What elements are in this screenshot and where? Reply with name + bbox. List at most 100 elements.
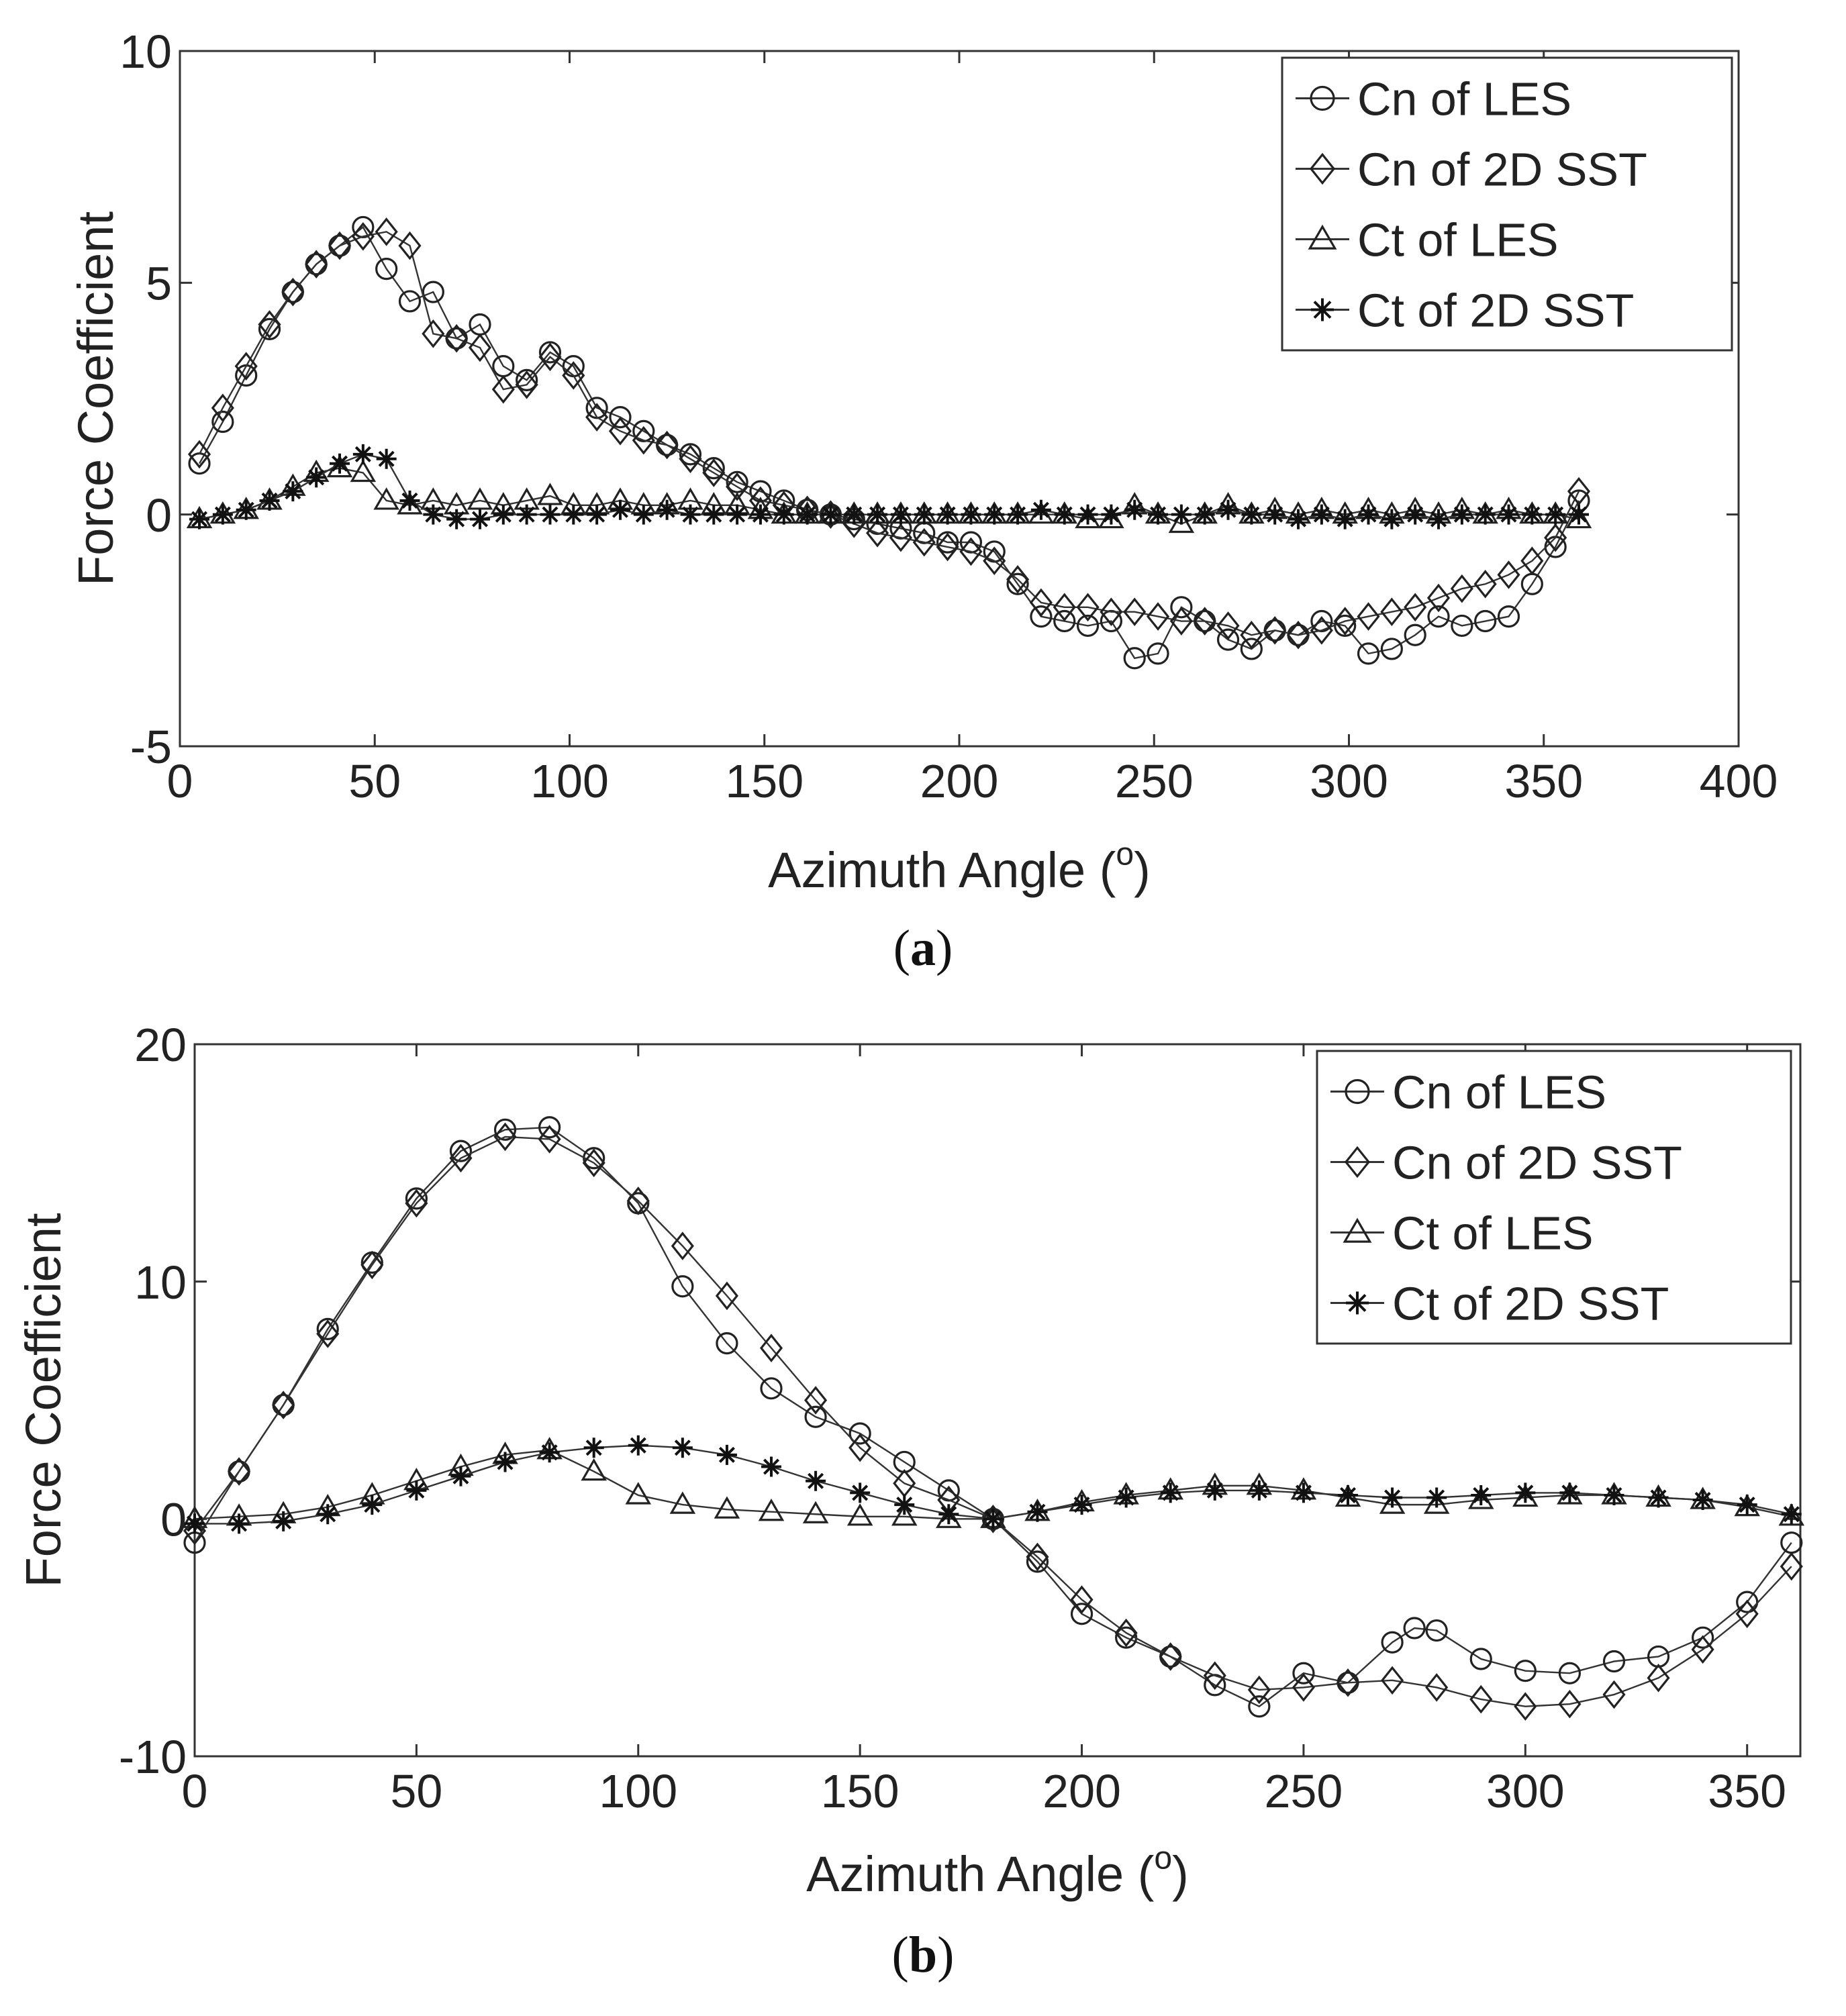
chart-b-data-point (760, 1377, 783, 1400)
chart-a-data-point (703, 504, 724, 525)
chart-panel-b: 0 50 100 150 200 250 300 350 -10 0 10 20 Azimuth Ang… (0, 993, 1846, 2016)
chart-b-data-point (983, 1509, 1004, 1529)
chart-b-data-point (1070, 1603, 1094, 1625)
chart-a-data-point (1545, 504, 1566, 525)
chart-b-data-point (582, 1148, 605, 1178)
chart-a-data-point (540, 504, 561, 525)
chart-a-data-point (1405, 504, 1426, 525)
chart-a-data-point (1147, 602, 1170, 631)
chart-a-data-point (726, 472, 749, 501)
caption-b: (b) (891, 1927, 955, 1983)
chart-a-data-point (281, 277, 305, 307)
chart-a-data-point (936, 531, 959, 554)
chart-a-x-tick-label: 400 (1700, 755, 1778, 807)
chart-a-data-point (1522, 504, 1543, 525)
chart-b-data-point (1403, 1617, 1426, 1640)
chart-a-data-point (1216, 611, 1240, 640)
chart-a-data-point (1288, 509, 1309, 530)
chart-a-data-point (1475, 504, 1496, 525)
chart-b-y-tick-label: -10 (119, 1731, 187, 1783)
chart-a-y-tick-label: -5 (130, 721, 172, 773)
chart-a-data-point (608, 417, 632, 446)
chart-b-data-point (318, 1504, 338, 1525)
chart-b-data-point (1559, 1482, 1580, 1503)
chart-b-series-3 (185, 1435, 1802, 1534)
chart-b-series-line (193, 1126, 1792, 1708)
chart-b-data-point (1602, 1650, 1626, 1673)
chart-a-data-point (259, 490, 280, 511)
chart-b-data-point (1070, 1585, 1094, 1614)
chart-a-data-point (1123, 647, 1146, 670)
chart-a-data-point (538, 341, 562, 364)
chart-a-data-point (1565, 505, 1592, 529)
chart-b-data-point (1249, 1480, 1269, 1501)
chart-a-data-point (469, 509, 490, 530)
chart-a-data-point (236, 499, 256, 520)
chart-a-data-point (961, 504, 981, 525)
chart-a-data-point (422, 281, 444, 303)
chart-b-data-point (1382, 1487, 1403, 1508)
chart-b-data-point (1467, 1486, 1494, 1509)
chart-b-legend-label: Ct of LES (1392, 1207, 1594, 1260)
chart-a-legend-marker (1311, 298, 1334, 321)
chart-b-data-point (716, 1332, 738, 1355)
chart-a-series-line (198, 231, 1580, 636)
chart-a-data-point (632, 425, 655, 455)
chart-a-data-point (1404, 593, 1427, 622)
chart-a-data-point (516, 504, 537, 525)
chart-b-data-point (1691, 1635, 1714, 1664)
chart-a-data-point (1054, 504, 1075, 525)
chart-b-data-point (360, 1250, 384, 1280)
chart-a-data-point (702, 458, 726, 487)
chart-b-data-point (1514, 1660, 1537, 1682)
chart-a-legend-box (1281, 56, 1733, 352)
chart-a-data-point (258, 317, 281, 340)
chart-a-data-point (1030, 499, 1051, 520)
caption-b-label: b (908, 1927, 938, 1983)
chart-a-data-point (1265, 504, 1285, 525)
chart-b-data-point (936, 1505, 962, 1528)
chart-b-data-point (1026, 1542, 1049, 1572)
chart-b-data-point (1292, 1673, 1315, 1702)
chart-a-data-point (1006, 572, 1029, 595)
chart-b-legend-marker (1344, 1146, 1371, 1178)
chart-b-data-point (405, 1189, 428, 1218)
chart-a-data-point (1263, 616, 1287, 645)
caption-a-label: a (910, 920, 936, 976)
chart-b-data-point (1247, 1675, 1271, 1705)
chart-b-data-point (672, 1438, 693, 1458)
chart-a-data-point (585, 403, 609, 432)
chart-a-data-point (1216, 628, 1240, 651)
chart-a-data-point (727, 504, 748, 525)
chart-b-data-point (581, 1458, 607, 1481)
chart-b-data-point (894, 1495, 915, 1515)
chart-a-data-point (1170, 596, 1193, 619)
chart-a-data-point (820, 504, 841, 525)
chart-b-legend-marker (1346, 1291, 1369, 1315)
chart-a-x-axis-label: Azimuth Angle (o) (768, 836, 1151, 898)
chart-b-data-point (1160, 1482, 1181, 1503)
chart-a-data-point (398, 231, 422, 260)
chart-a-data-point (1171, 504, 1192, 525)
chart-b-data-point (1336, 1668, 1360, 1697)
chart-b-data-point (272, 1391, 295, 1419)
chart-b-data-point (1471, 1484, 1492, 1505)
chart-b-x-tick-label: 150 (821, 1765, 900, 1817)
chart-a-data-point (1520, 546, 1544, 576)
chart-b-data-point (1292, 1662, 1315, 1684)
chart-a-data-point (1473, 569, 1497, 599)
chart-a-data-point (1100, 597, 1123, 627)
chart-b-x-tick-label: 100 (599, 1765, 677, 1817)
chart-b-data-point (538, 1116, 561, 1139)
chart-b-data-point (1114, 1618, 1138, 1648)
chart-a-data-point (1008, 504, 1028, 525)
chart-a-data-point (1193, 607, 1216, 636)
chart-a-data-point (937, 504, 958, 525)
chart-a-data-point (211, 393, 234, 423)
chart-a-data-point (1474, 609, 1497, 633)
chart-b-data-point (715, 1281, 738, 1311)
chart-b-data-point (316, 1317, 339, 1340)
chart-a-data-point (1358, 504, 1379, 525)
chart-a-data-point (866, 518, 889, 548)
